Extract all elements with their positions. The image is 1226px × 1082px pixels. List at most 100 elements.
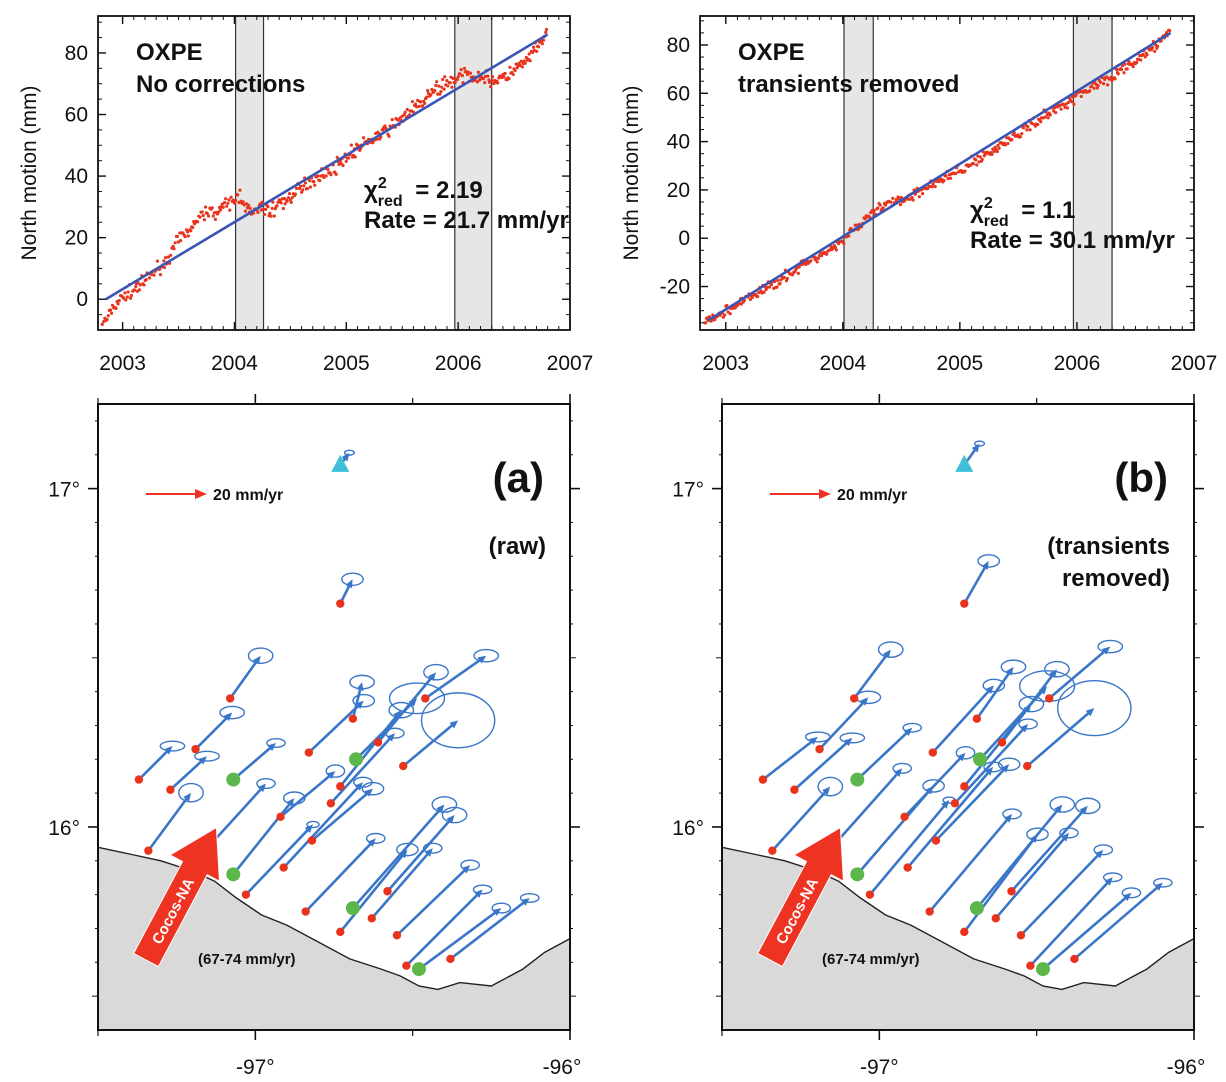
data-point [898, 203, 903, 207]
data-point [232, 201, 237, 205]
panel-label: (b) [1114, 454, 1168, 501]
data-point [294, 186, 299, 190]
data-point [403, 110, 407, 114]
site-marker [1007, 887, 1016, 896]
data-point [238, 188, 242, 192]
shaded-interval [454, 15, 493, 331]
data-point [769, 283, 774, 287]
velocity-vector [279, 774, 332, 818]
data-point [362, 136, 366, 140]
panel-sublabel: (raw) [489, 533, 546, 560]
data-point [316, 174, 320, 178]
plate-rate-label: (67-74 mm/yr) [822, 951, 920, 968]
data-point [765, 285, 769, 289]
data-point [1153, 49, 1157, 53]
shaded-interval [234, 15, 265, 331]
latitude-label: 16° [672, 817, 704, 840]
site-marker [301, 907, 310, 916]
data-point [1036, 122, 1040, 127]
site-marker [421, 694, 430, 703]
data-point [797, 265, 801, 269]
site-marker [367, 914, 376, 923]
y-tick-label: 80 [667, 34, 690, 57]
data-point [162, 259, 166, 263]
data-point [437, 84, 441, 88]
data-point [201, 213, 205, 218]
rate-stat: Rate = 21.7 mm/yr [364, 207, 569, 234]
site-marker [304, 748, 314, 757]
data-point [1098, 80, 1103, 84]
data-point [1164, 30, 1169, 35]
data-point [458, 72, 462, 76]
data-point [1135, 60, 1139, 65]
error-ellipse [491, 902, 512, 914]
data-point [175, 234, 179, 239]
data-point [931, 182, 935, 186]
data-point [920, 191, 925, 196]
velocity-vector [1019, 853, 1100, 937]
longitude-label: -97° [860, 1056, 899, 1079]
error-ellipse [423, 663, 449, 681]
data-point [287, 191, 292, 196]
site-marker [399, 761, 408, 771]
data-point [147, 276, 152, 280]
data-point [152, 273, 156, 277]
data-point [528, 59, 532, 63]
velocity-vector [1073, 885, 1159, 960]
data-point [995, 149, 999, 154]
site-marker [997, 738, 1007, 747]
timeseries-panel-top-right: 2003 2004 2005 2006 2007 -20 0 20 40 60 80 North mo… [620, 15, 1217, 375]
data-point [226, 201, 230, 205]
chi-symbol: χ [364, 177, 378, 204]
x-tick-label: 2006 [1054, 352, 1101, 375]
error-ellipse [441, 806, 468, 824]
data-point [496, 81, 500, 85]
scale-arrow-label: 20 mm/yr [837, 487, 907, 504]
error-ellipse [973, 440, 986, 447]
velocity-vector [147, 797, 189, 852]
data-point [997, 146, 1001, 150]
error-ellipse [1026, 827, 1049, 842]
error-ellipse [306, 820, 320, 829]
data-point [256, 210, 260, 215]
data-point [439, 89, 443, 94]
data-point [1039, 120, 1043, 124]
data-point [396, 118, 400, 122]
velocity-vector-head [408, 698, 418, 707]
error-ellipse [877, 641, 904, 658]
data-point [762, 290, 766, 294]
data-point [426, 91, 431, 95]
data-point [948, 176, 953, 180]
data-point [448, 81, 452, 85]
site-marker [383, 887, 392, 896]
error-ellipse [1057, 679, 1132, 737]
map-panel-bottom-right: -97° -96° 17° 16° (b) (transients removed) 20 m… [672, 394, 1205, 1079]
data-point [511, 72, 515, 77]
site-marker [446, 954, 455, 964]
map-frame [97, 403, 571, 1031]
data-point [390, 117, 394, 122]
data-point [704, 321, 708, 325]
data-point [270, 206, 274, 211]
rate-stat: Rate = 30.1 mm/yr [970, 227, 1175, 254]
station-name: OXPE [136, 39, 203, 66]
velocity-vector [137, 749, 169, 781]
velocity-vector [975, 671, 1011, 720]
data-point [1028, 128, 1032, 132]
site-marker [392, 931, 402, 940]
data-point [1105, 75, 1109, 79]
data-point [210, 206, 214, 210]
data-point [261, 207, 265, 211]
data-point [540, 42, 544, 46]
longitude-label: -97° [236, 1056, 275, 1079]
data-point [455, 77, 459, 82]
velocity-vector [953, 727, 1025, 805]
y-tick-label: 20 [667, 179, 690, 202]
data-point [782, 275, 786, 280]
data-point [842, 241, 846, 245]
data-point [1046, 116, 1050, 120]
site-marker [900, 812, 909, 822]
data-point [785, 276, 789, 281]
data-point [917, 195, 921, 199]
